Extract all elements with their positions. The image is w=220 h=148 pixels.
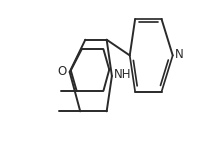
Text: O: O — [58, 65, 67, 78]
Text: NH: NH — [114, 68, 132, 81]
Text: N: N — [175, 48, 184, 61]
